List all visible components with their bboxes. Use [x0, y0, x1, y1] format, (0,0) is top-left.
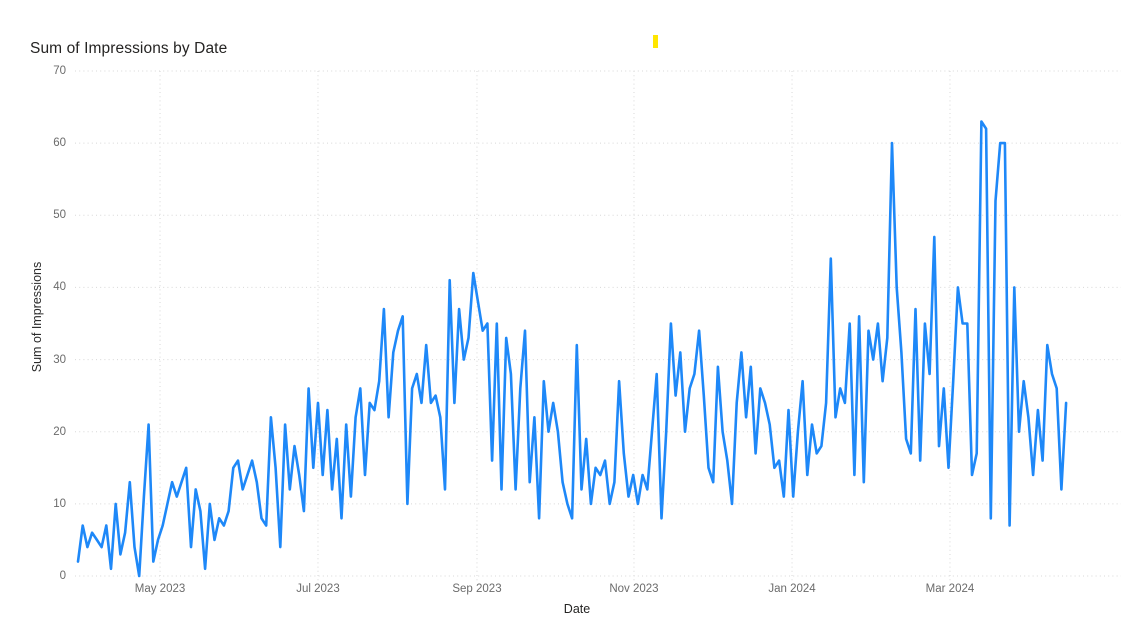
- y-tick-label: 30: [53, 353, 66, 366]
- y-tick-label: 50: [53, 209, 66, 222]
- y-tick-label: 70: [53, 65, 66, 77]
- x-tick-label: Nov 2023: [609, 583, 659, 595]
- y-tick-label: 10: [53, 497, 66, 510]
- x-tick-label: Sep 2023: [452, 583, 502, 595]
- y-tick-label: 60: [53, 137, 66, 150]
- x-tick-label: May 2023: [134, 583, 186, 595]
- yellow-marker: [653, 35, 658, 48]
- x-axis-title: Date: [563, 602, 591, 616]
- chart-title: Sum of Impressions by Date: [30, 40, 228, 57]
- y-tick-label: 40: [53, 281, 66, 294]
- x-tick-label: Jan 2024: [768, 583, 816, 595]
- y-tick-label: 20: [53, 425, 66, 438]
- impressions-line[interactable]: [76, 120, 1068, 578]
- x-tick-label: Mar 2024: [925, 583, 975, 595]
- y-tick-label: 0: [59, 570, 66, 582]
- x-tick-label: Jul 2023: [296, 583, 340, 595]
